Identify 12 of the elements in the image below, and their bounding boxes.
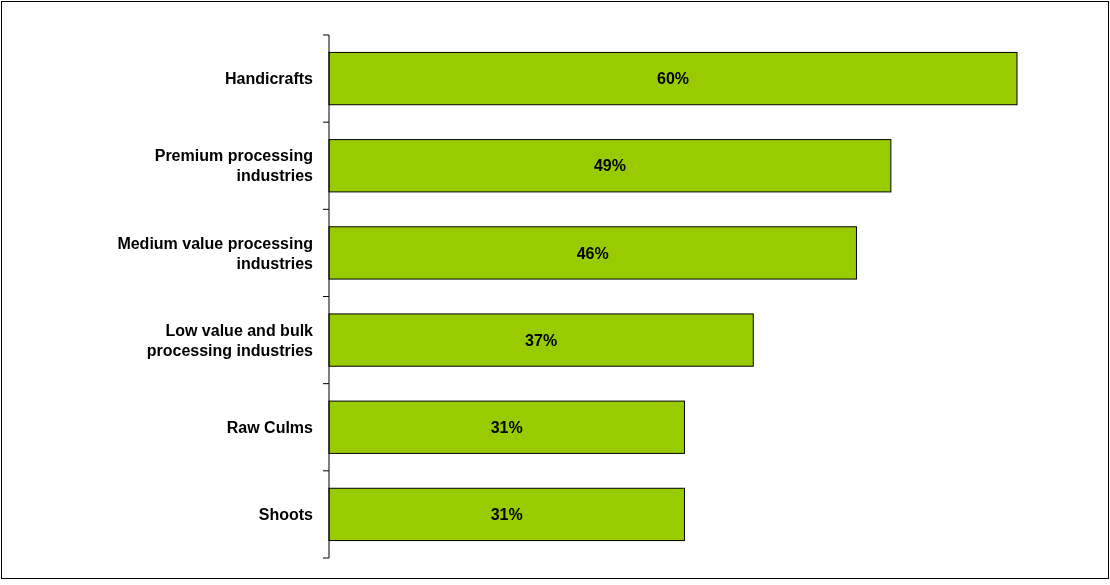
y-tick-label: Medium value processing industries (117, 234, 314, 272)
y-tick-label: Handicrafts (224, 70, 314, 88)
data-label: 31% (490, 418, 523, 436)
data-label: 49% (593, 157, 626, 175)
y-tick-label: Shoots (258, 506, 314, 524)
data-label: 60% (656, 70, 690, 88)
y-tick-label: Raw Culms (226, 418, 314, 436)
data-label: 31% (490, 506, 523, 524)
data-label: 46% (576, 244, 609, 262)
y-tick-label: Low value and bulk processing industries (146, 321, 314, 359)
y-tick-label: Premium processing industries (154, 147, 314, 185)
data-label: 37% (525, 331, 558, 349)
